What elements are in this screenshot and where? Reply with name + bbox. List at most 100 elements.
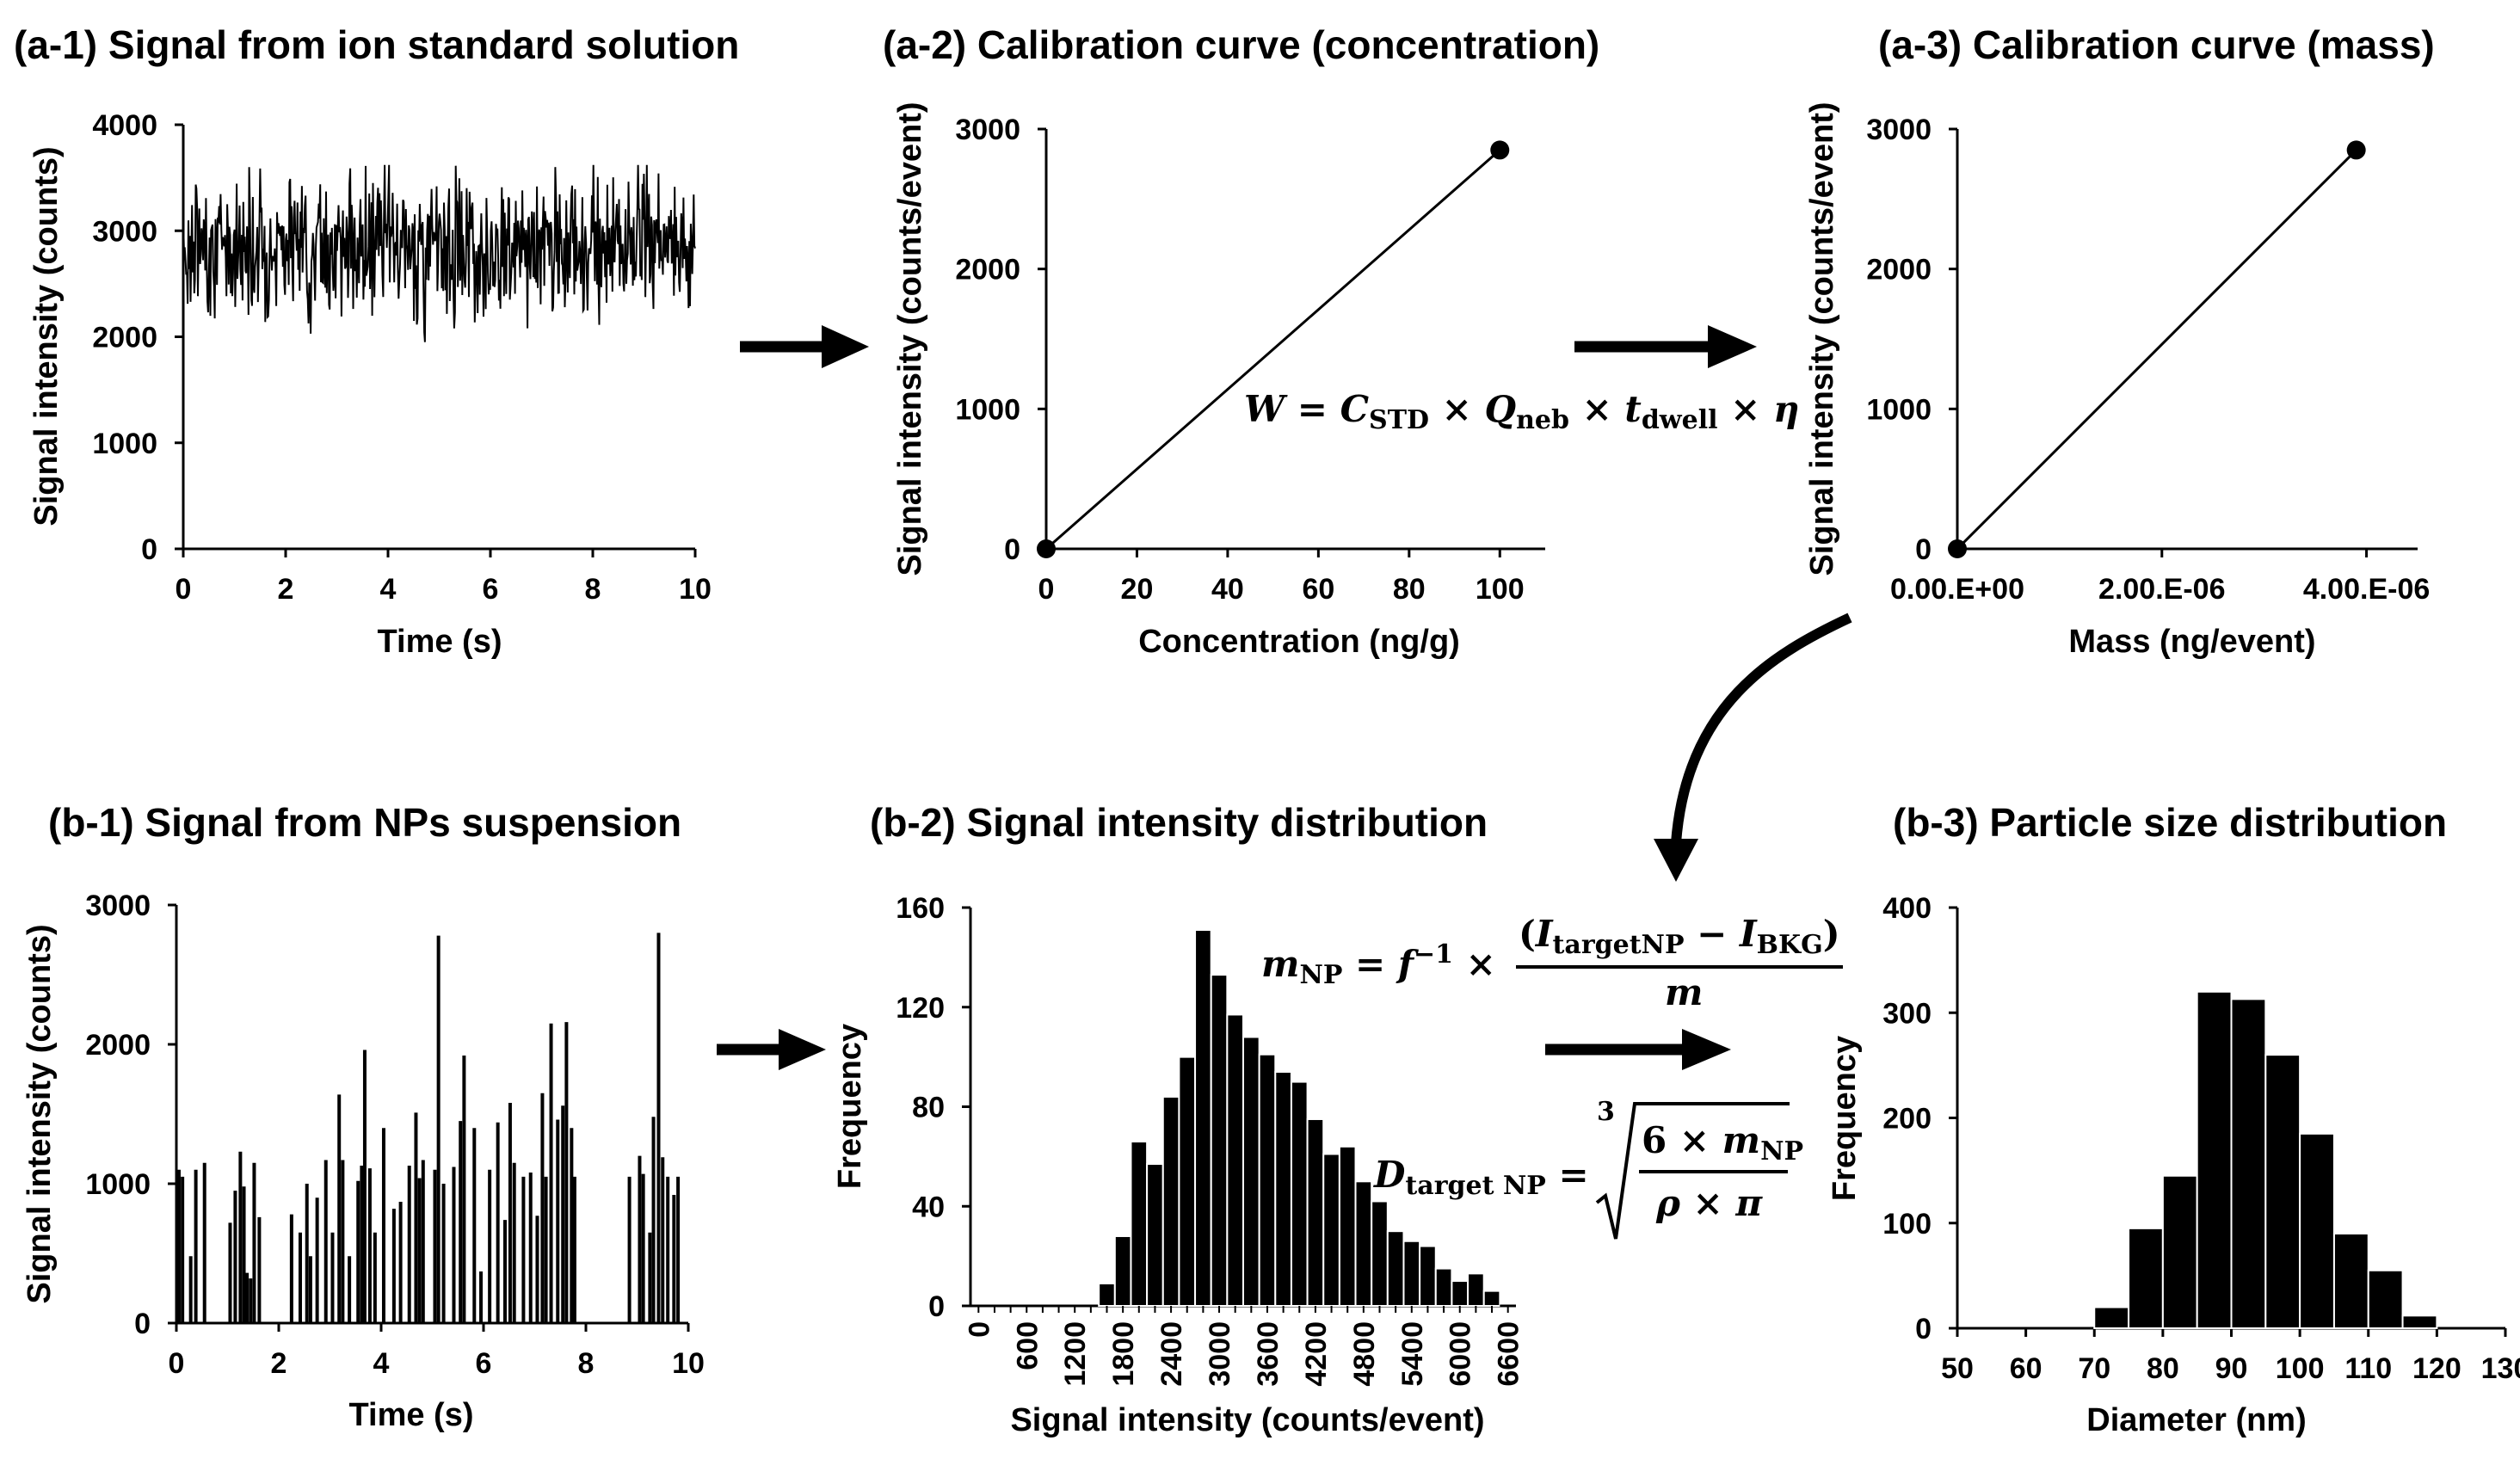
calibration-line [1045, 149, 1501, 551]
chart-signal-intensity-histogram: Frequency Signal intensity (counts/event)… [832, 892, 1525, 1438]
x-tick-label: 80 [2147, 1352, 2179, 1385]
x-tick-label: 8 [578, 1347, 595, 1380]
x-axis-label: Time (s) [377, 624, 502, 660]
x-tick-label: 110 [2344, 1352, 2392, 1385]
chart-particle-size-histogram: Frequency Diameter (nm) 0 100 200 300 400 50 60 7… [1827, 892, 2520, 1438]
y-tick-label: 3000 [92, 215, 157, 248]
x-tick-label: 120 [2412, 1352, 2461, 1385]
svg-text:(ItargetNP − IBKG): (ItargetNP − IBKG) [1519, 913, 1840, 960]
histogram-bar [1290, 1080, 1309, 1307]
histogram-bar [1322, 1153, 1340, 1307]
y-tick-label: 160 [896, 892, 945, 925]
x-tick-label: 2 [271, 1347, 287, 1380]
x-tick-label: 4200 [1300, 1321, 1333, 1387]
y-tick-label: 300 [1882, 997, 1932, 1030]
histogram-bar [2230, 998, 2267, 1330]
histogram-bar [1434, 1267, 1453, 1307]
histogram-bar [2093, 1306, 2130, 1330]
y-tick-label: 40 [912, 1191, 945, 1223]
y-tick-label: 200 [1882, 1103, 1932, 1136]
y-tick-label: 100 [1882, 1208, 1932, 1240]
histogram-bar [1451, 1280, 1469, 1307]
x-tick-label: 5400 [1396, 1321, 1429, 1387]
x-tick-label: 1200 [1059, 1321, 1092, 1387]
x-tick-label: 40 [1211, 573, 1244, 606]
y-axis-label: Signal intensity (counts) [22, 924, 58, 1303]
histogram-bar [1113, 1234, 1132, 1307]
histogram-bar [2367, 1269, 2404, 1329]
arrow-b1-to-b2 [717, 1029, 826, 1070]
y-axis-label: Signal intensity (counts/event) [1804, 102, 1840, 576]
histogram-bar [1161, 1095, 1180, 1308]
x-tick-label: 10 [679, 573, 712, 606]
svg-text:mNP = f−1 ×: mNP = f−1 × [1261, 939, 1496, 990]
y-tick-label: 4000 [92, 109, 157, 142]
histogram-bar [1371, 1200, 1389, 1308]
y-tick-label: 0 [1915, 1313, 1932, 1345]
x-tick-label: 0 [1038, 573, 1055, 606]
title-b1: (b-1) Signal from NPs suspension [48, 800, 681, 845]
y-axis-label: Frequency [1827, 1036, 1863, 1201]
x-tick-label: 60 [1302, 573, 1334, 606]
equation-calibration: W = CSTD × Qneb × tdwell × η [1244, 388, 1799, 435]
x-tick-label: 2.00.E-06 [2098, 573, 2225, 606]
x-tick-label: 3600 [1252, 1321, 1285, 1387]
x-axis-label: Time (s) [348, 1397, 473, 1433]
y-tick-label: 1000 [85, 1168, 151, 1201]
data-point [1490, 140, 1510, 160]
x-tick-label: 0.00.E+00 [1890, 573, 2024, 606]
histogram-bar [1274, 1070, 1292, 1308]
calibration-line [1956, 149, 2357, 551]
data-point [1948, 539, 1967, 558]
y-tick-label: 80 [912, 1092, 945, 1124]
x-tick-label: 6 [483, 573, 499, 606]
histogram-bar [2401, 1314, 2438, 1329]
x-tick-label: 0 [176, 573, 192, 606]
arrow-a2-to-a3 [1574, 325, 1757, 368]
title-b3: (b-3) Particle size distribution [1893, 800, 2447, 845]
y-tick-label: 400 [1882, 892, 1932, 925]
y-tick-label: 0 [134, 1308, 151, 1340]
title-b2: (b-2) Signal intensity distribution [870, 800, 1488, 845]
svg-text:6 × mNP: 6 × mNP [1642, 1119, 1803, 1167]
histogram-bar [2332, 1232, 2369, 1329]
chart-calibration-mass: Signal intensity (counts/event) Mass (ng/… [1804, 102, 2430, 660]
histogram-bar [1258, 1053, 1277, 1307]
y-tick-label: 120 [896, 992, 945, 1025]
histogram-bar [1178, 1056, 1197, 1307]
x-tick-label: 20 [1121, 573, 1154, 606]
y-axis-label: Signal intensity (counts) [28, 146, 65, 526]
arrow-curved-a3-to-b2 [1654, 613, 1852, 882]
y-tick-label: 3000 [85, 890, 151, 922]
histogram-bar [2161, 1174, 2198, 1330]
x-tick-label: 100 [1476, 573, 1525, 606]
x-tick-label: 80 [1393, 573, 1426, 606]
chart-np-signal: Signal intensity (counts)Time (s)0100020… [22, 890, 705, 1433]
x-axis-label: Signal intensity (counts/event) [1010, 1402, 1484, 1438]
x-axis-label: Diameter (nm) [2086, 1402, 2307, 1438]
title-a3: (a-3) Calibration curve (mass) [1878, 22, 2435, 67]
equation-particle-diameter: Dtarget NP = 3 6 × mNP ρ × π [1373, 1097, 1803, 1240]
histogram-bar [1338, 1145, 1357, 1308]
histogram-bar [1242, 1036, 1260, 1307]
y-tick-label: 0 [1915, 533, 1932, 566]
x-axis-label: Concentration (ng/g) [1138, 624, 1460, 660]
equation-particle-mass: mNP = f−1 × (ItargetNP − IBKG) m [1261, 913, 1843, 1013]
y-tick-label: 1000 [92, 428, 157, 460]
histogram-bar [1386, 1230, 1405, 1307]
histogram-bar [1467, 1272, 1485, 1307]
y-tick-label: 2000 [92, 322, 157, 354]
title-a1: (a-1) Signal from ion standard solution [14, 22, 739, 67]
histogram-bar [1146, 1163, 1164, 1308]
x-tick-label: 8 [585, 573, 601, 606]
data-point [2346, 140, 2366, 160]
x-tick-label: 600 [1011, 1321, 1044, 1370]
x-tick-label: 4 [380, 573, 397, 606]
x-tick-label: 0 [169, 1347, 185, 1380]
y-tick-label: 0 [928, 1290, 945, 1323]
series-line-ion-signal [182, 164, 696, 342]
histogram-bar [1210, 974, 1229, 1307]
x-tick-label: 3000 [1204, 1321, 1236, 1387]
y-tick-label: 2000 [85, 1029, 151, 1062]
x-tick-label: 70 [2078, 1352, 2110, 1385]
